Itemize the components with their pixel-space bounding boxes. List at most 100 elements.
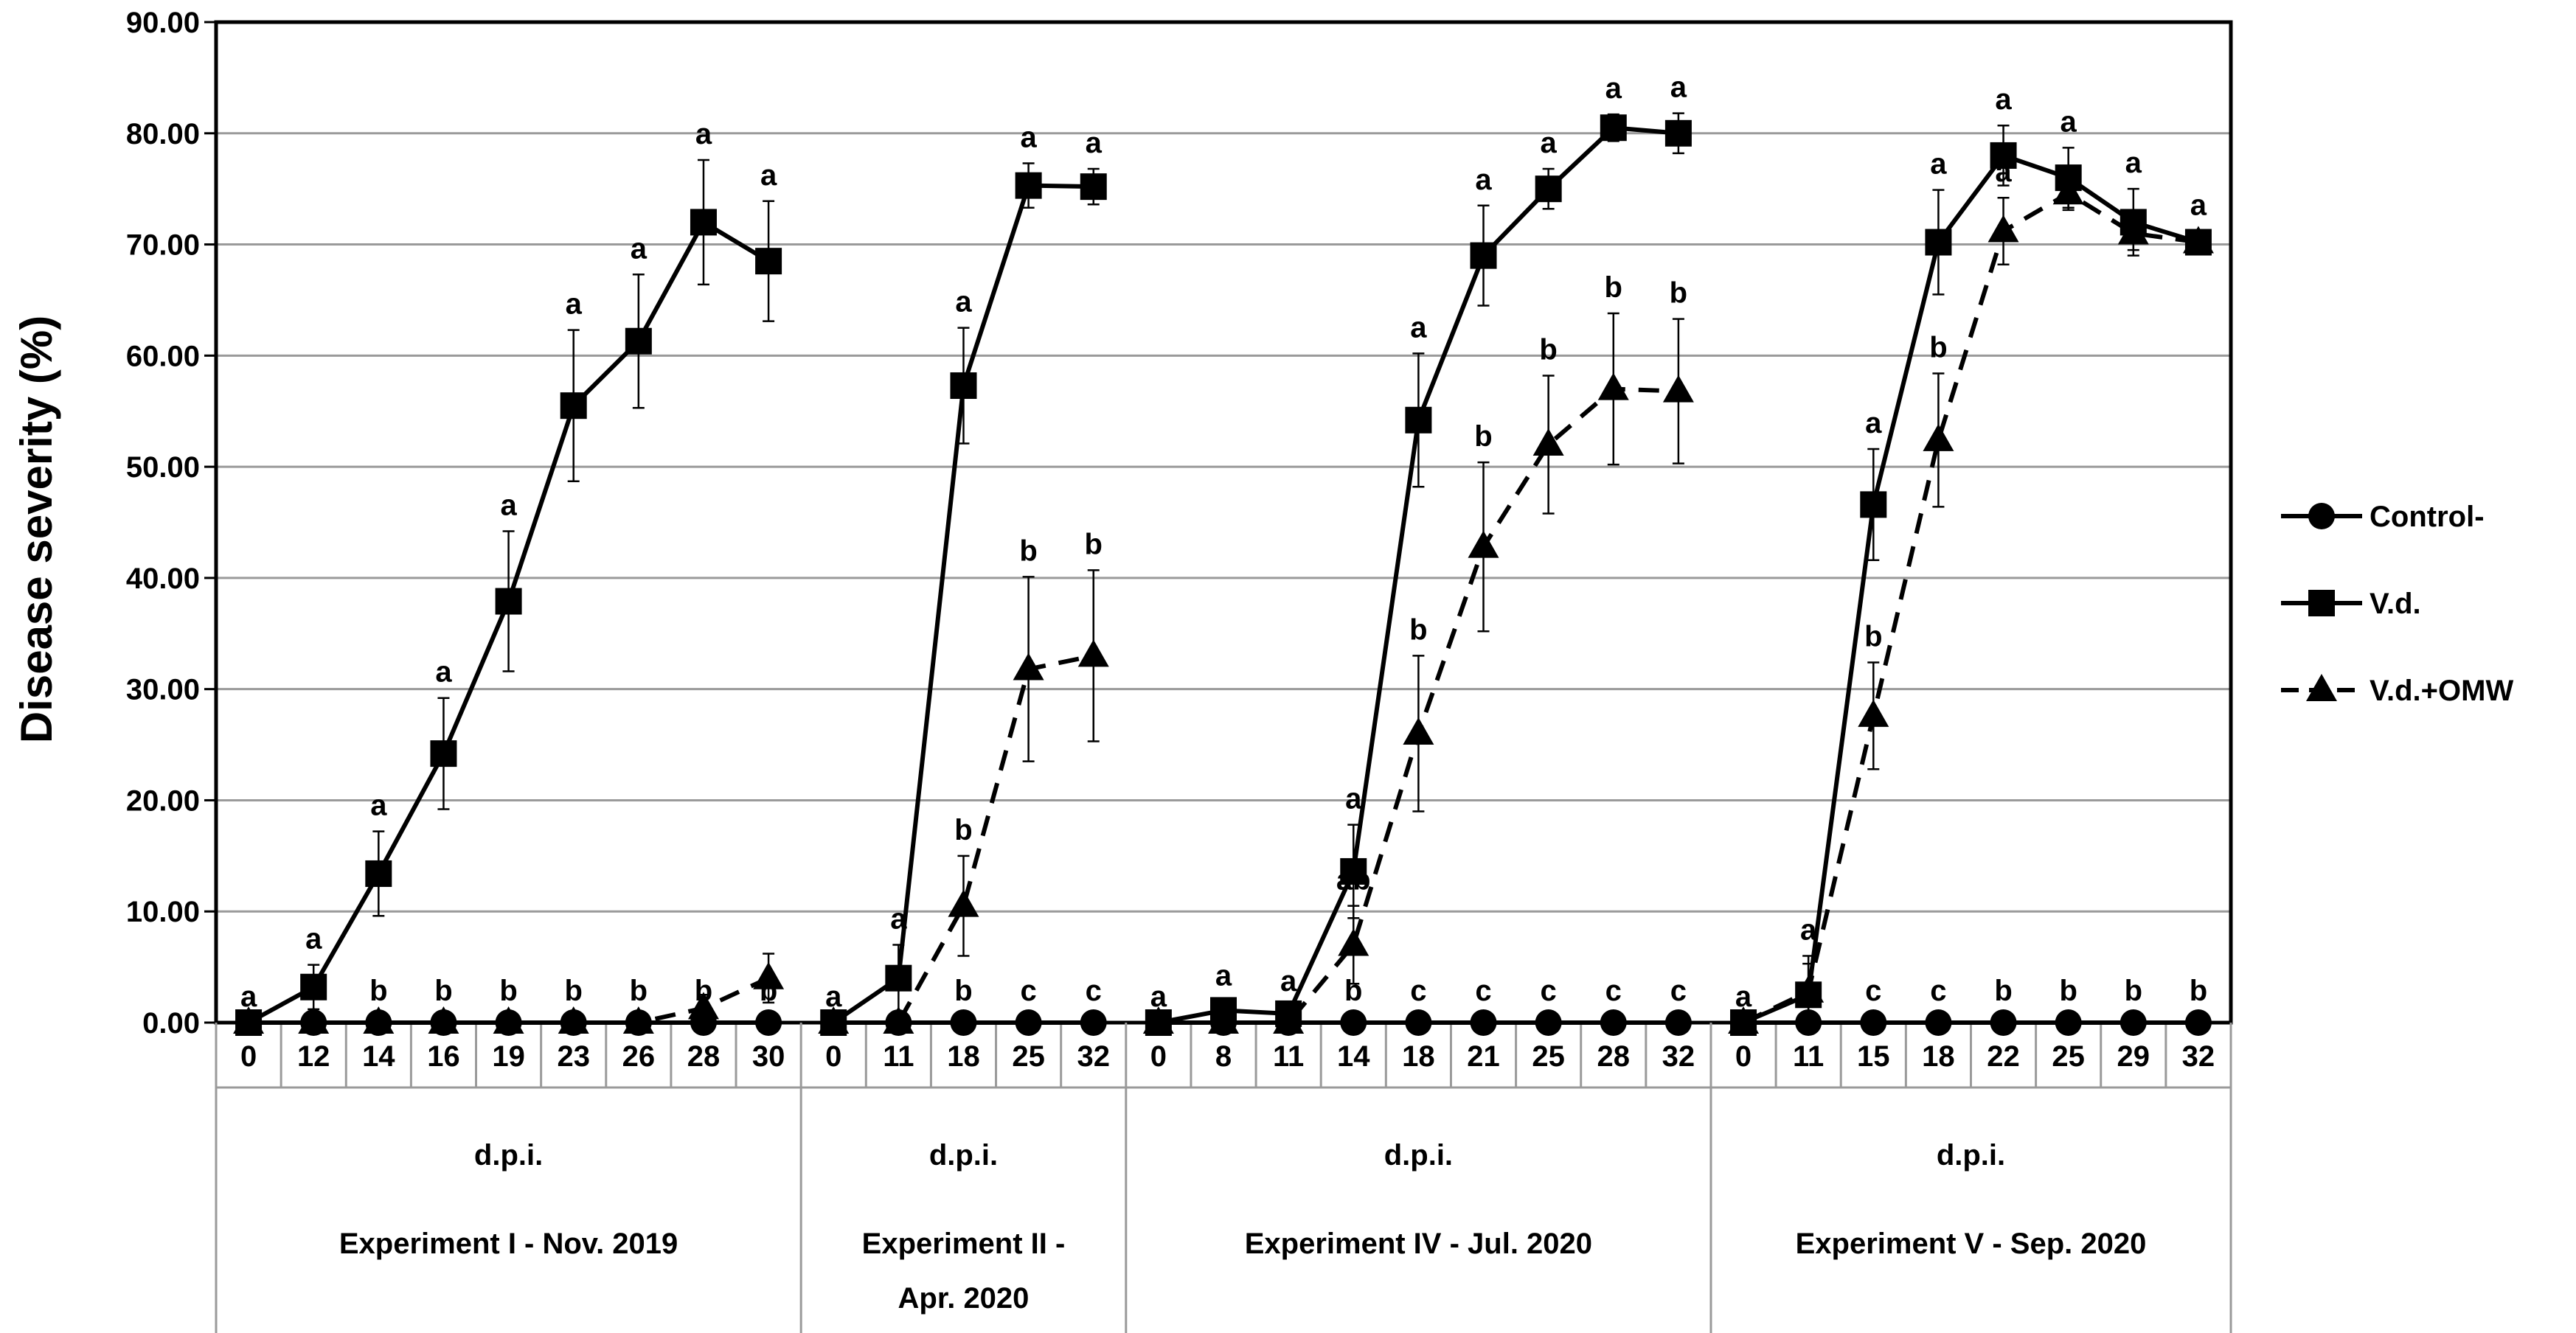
x-tick-label: 8 — [1215, 1040, 1232, 1073]
significance-letter: b — [1994, 975, 2012, 1007]
y-tick-label-30.00: 30.00 — [126, 674, 200, 706]
data-point-v-d-omw — [558, 1006, 589, 1034]
data-point-v-d- — [235, 1009, 263, 1036]
data-point-control- — [950, 1009, 977, 1036]
legend: Control- V.d. V.d.+OMW — [2281, 501, 2513, 707]
data-point-v-d-omw — [1923, 423, 1954, 451]
x-tick-label: 22 — [1987, 1040, 2020, 1073]
significance-letter: b — [434, 975, 452, 1007]
significance-letter: b — [2190, 975, 2207, 1007]
dpi-label: d.p.i. — [474, 1139, 543, 1172]
data-point-control- — [1860, 1009, 1887, 1036]
legend-marker-triangle — [2306, 674, 2337, 701]
legend-label: V.d.+OMW — [2370, 675, 2513, 707]
data-point-v-d- — [950, 372, 977, 400]
y-tick-label-60.00: 60.00 — [126, 340, 200, 372]
significance-letter: a — [955, 286, 972, 319]
y-tick-label-0.00: 0.00 — [142, 1007, 200, 1040]
data-point-control- — [1925, 1009, 1952, 1036]
x-tick-label: 29 — [2117, 1040, 2150, 1073]
legend-label: Control- — [2370, 501, 2485, 533]
data-point-v-d-omw — [883, 1006, 914, 1034]
x-tick-label: 26 — [622, 1040, 656, 1073]
data-point-v-d- — [1664, 119, 1692, 147]
data-point-v-d- — [2184, 229, 2212, 256]
x-tick-label: 0 — [1735, 1040, 1752, 1073]
significance-letter: a — [1670, 72, 1687, 104]
significance-letter: c — [1930, 975, 1946, 1007]
significance-letter: a — [1345, 783, 1362, 815]
data-point-control- — [1340, 1009, 1367, 1036]
significance-letter: b — [2125, 975, 2142, 1007]
significance-letter: c — [1541, 975, 1557, 1007]
y-tick-label-20.00: 20.00 — [126, 784, 200, 817]
series-line-v-d- — [1158, 125, 1679, 1025]
data-point-v-d- — [1795, 981, 1822, 1009]
x-tick-label: 14 — [362, 1040, 395, 1073]
x-tick-label: 11 — [883, 1040, 914, 1073]
significance-letter: a — [240, 981, 257, 1013]
significance-letter: a — [1930, 148, 1947, 181]
x-axis-categories: 0 12 14 16 19 23 26 28 30 d.p.i. Experiment I - No… — [215, 1023, 2232, 1333]
significance-letter: b — [1085, 528, 1103, 560]
data-point-v-d- — [2120, 209, 2147, 236]
x-tick-label: 11 — [1273, 1040, 1304, 1073]
data-point-v-d- — [1015, 172, 1042, 199]
data-point-v-d- — [1340, 857, 1367, 885]
data-point-control- — [2184, 1009, 2212, 1036]
data-point-v-d- — [1600, 114, 1627, 142]
x-tick-label: 19 — [492, 1040, 525, 1073]
experiment-label: Experiment IV - Jul. 2020 — [1245, 1228, 1592, 1260]
x-tick-label: 11 — [1793, 1040, 1824, 1073]
legend-marker-square — [2308, 590, 2335, 616]
data-point-v-d-omw — [1013, 652, 1044, 681]
significance-letter: c — [1475, 975, 1491, 1007]
data-point-v-d- — [2055, 164, 2082, 192]
data-point-v-d-omw — [1662, 375, 1694, 403]
significance-letter: a — [1735, 981, 1752, 1013]
data-point-v-d- — [625, 327, 652, 355]
axes: 0.00 10.00 20.00 30.00 40.00 50.00 60.00 70.00 8… — [126, 7, 2233, 1040]
data-point-v-d-omw — [1338, 928, 1369, 956]
significance-letter: a — [1541, 127, 1558, 159]
series-line-v-d-omw — [833, 653, 1094, 1025]
data-point-v-d- — [1275, 1000, 1302, 1027]
x-tick-label: 30 — [752, 1040, 785, 1073]
series-line-v-d-omw — [249, 975, 770, 1025]
significance-letter: a — [1605, 72, 1622, 105]
y-tick-label-70.00: 70.00 — [126, 229, 200, 262]
significance-letter: a — [305, 923, 322, 956]
y-axis-label: Disease severity (%) — [12, 316, 61, 743]
data-point-v-d-omw — [428, 1006, 459, 1034]
significance-letter: b — [1670, 277, 1687, 310]
legend-label: V.d. — [2370, 588, 2421, 620]
data-point-v-d- — [1730, 1009, 1757, 1036]
experiment-label: Experiment V - Sep. 2020 — [1796, 1228, 2147, 1260]
significance-letter: a — [1995, 83, 2012, 116]
y-tick-label-80.00: 80.00 — [126, 118, 200, 150]
x-tick-label: 16 — [427, 1040, 460, 1073]
experiment-label: Apr. 2020 — [898, 1282, 1030, 1315]
x-tick-label: 32 — [1077, 1040, 1110, 1073]
significance-letter: a — [825, 981, 842, 1013]
x-tick-label: 23 — [557, 1040, 590, 1073]
plot-frame — [214, 20, 2233, 1025]
data-point-control- — [1990, 1009, 2017, 1036]
significance-letter: a — [760, 159, 777, 192]
significance-letter: a — [890, 902, 907, 935]
significance-letter: a — [566, 288, 583, 321]
x-tick-label: 12 — [297, 1040, 330, 1073]
x-tick-label: 32 — [1662, 1040, 1695, 1073]
data-point-v-d- — [1210, 997, 1237, 1024]
data-point-v-d- — [300, 973, 327, 1000]
y-tick-label-40.00: 40.00 — [126, 563, 200, 595]
significance-letter: c — [1670, 975, 1687, 1007]
data-point-v-d-omw — [363, 1006, 395, 1034]
dpi-label: d.p.i. — [1384, 1139, 1453, 1172]
significance-letter: c — [1020, 975, 1036, 1007]
data-point-v-d- — [560, 392, 587, 420]
significance-letter: a — [1280, 965, 1297, 998]
legend-marker-circle — [2308, 503, 2335, 529]
data-point-v-d-omw — [1403, 717, 1434, 745]
